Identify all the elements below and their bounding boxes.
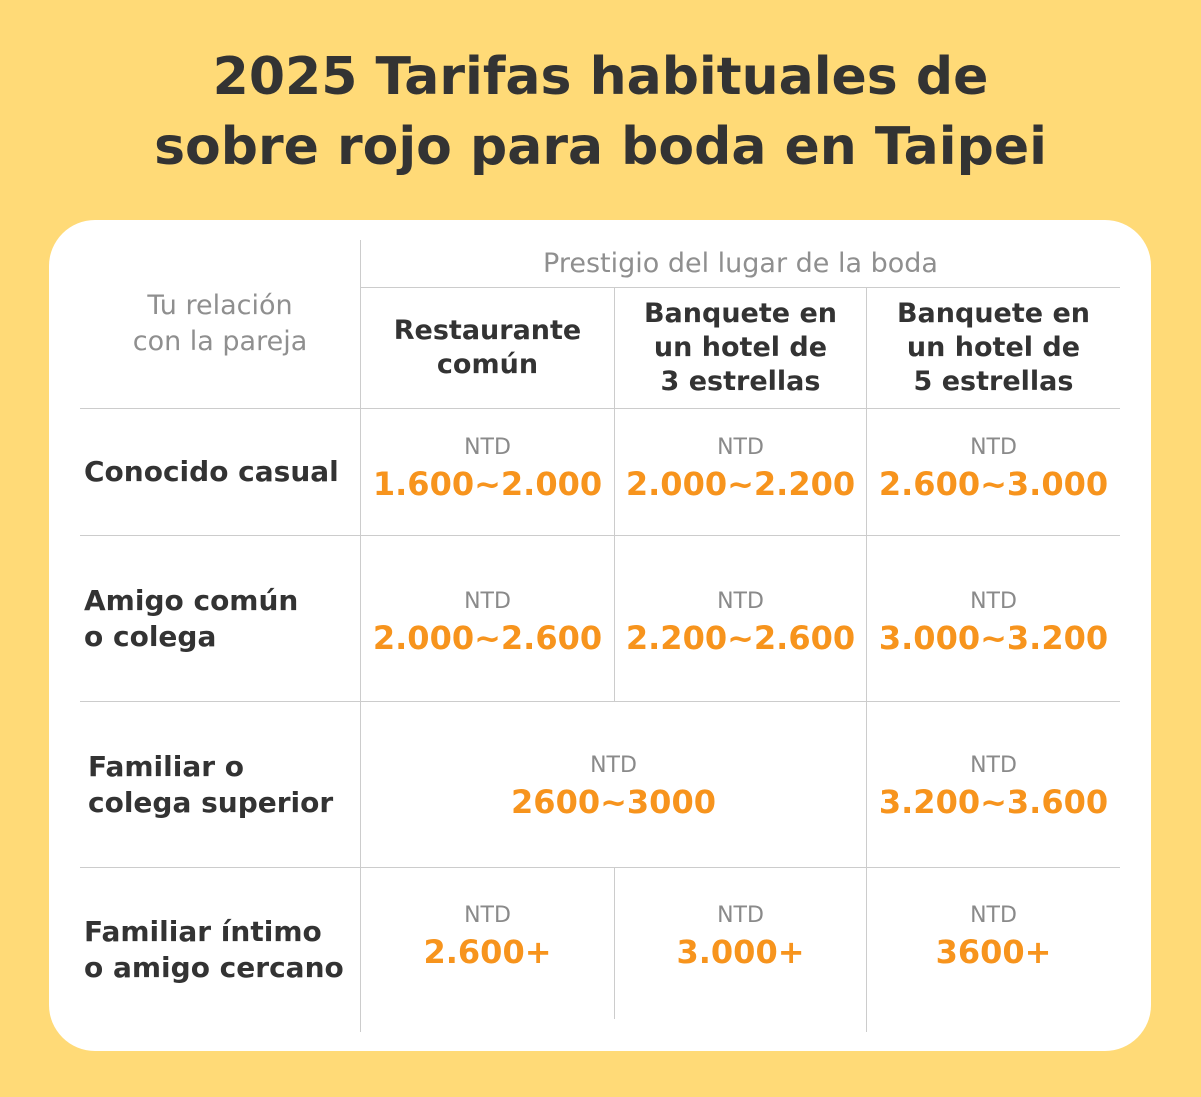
currency-label: NTD [970, 589, 1017, 614]
rate-value: 2.600+ [423, 933, 552, 971]
rate-value: 3.000~3.200 [878, 619, 1109, 657]
rate-cell: NTD 3.200~3.600 [867, 750, 1120, 828]
divider [360, 287, 1120, 288]
rate-value: 3600+ [935, 933, 1052, 971]
row-label-line: o colega [84, 619, 217, 653]
currency-label: NTD [970, 903, 1017, 928]
currency-label: NTD [590, 753, 637, 778]
divider [614, 288, 615, 701]
venue-header: Prestigio del lugar de la boda [543, 247, 938, 279]
row-label-relative-or-senior: Familiar o colega superior [88, 702, 360, 867]
column-header-line: 3 estrellas [660, 366, 821, 397]
row-label-line: Conocido casual [84, 455, 339, 488]
divider [614, 867, 615, 1019]
row-label-line: Familiar íntimo [84, 915, 322, 948]
rate-cell: NTD 2.200~2.600 [615, 586, 866, 664]
rate-table-card: Tu relación con la pareja Prestigio del … [49, 220, 1151, 1051]
rate-cell: NTD 2.000~2.600 [361, 586, 614, 664]
column-header-line: Banquete en [643, 298, 838, 329]
row-label-casual-acquaintance: Conocido casual [84, 409, 360, 535]
divider [80, 535, 1120, 536]
rate-value: 2.000~2.600 [372, 619, 603, 657]
currency-label: NTD [464, 903, 511, 928]
rate-cell: NTD 2.000~2.200 [615, 432, 866, 510]
column-header-line: un hotel de [653, 332, 828, 363]
rate-cell: NTD 3600+ [867, 900, 1120, 978]
divider [360, 240, 361, 1032]
relation-header-line-2: con la pareja [132, 326, 308, 357]
row-label-line: Amigo común [84, 583, 299, 617]
column-header-line: 5 estrellas [913, 366, 1074, 397]
currency-label: NTD [464, 589, 511, 614]
column-header-restaurant: Restaurante común [361, 288, 614, 408]
divider [80, 408, 1120, 409]
currency-label: NTD [717, 589, 764, 614]
currency-label: NTD [970, 753, 1017, 778]
currency-label: NTD [717, 903, 764, 928]
column-header-5-star-hotel: Banquete en un hotel de 5 estrellas [867, 288, 1120, 408]
row-label-line: Familiar o [88, 749, 245, 783]
row-label-line: o amigo cercano [84, 951, 344, 984]
row-label-common-friend: Amigo común o colega [84, 536, 360, 701]
relation-header: Tu relación con la pareja [80, 240, 360, 408]
rate-value: 1.600~2.000 [372, 465, 603, 503]
divider [80, 701, 1120, 702]
column-header-line: común [436, 349, 539, 380]
rate-value: 2.000~2.200 [625, 465, 856, 503]
rate-value: 2.200~2.600 [625, 619, 856, 657]
rate-cell: NTD 2.600+ [361, 900, 614, 978]
column-header-line: un hotel de [906, 332, 1081, 363]
currency-label: NTD [970, 435, 1017, 460]
column-header-line: Banquete en [896, 298, 1091, 329]
currency-label: NTD [464, 435, 511, 460]
rate-value: 2.600~3.000 [878, 465, 1109, 503]
relation-header-line-1: Tu relación [147, 290, 293, 321]
divider [80, 867, 1120, 868]
rate-cell: NTD 2.600~3.000 [867, 432, 1120, 510]
rate-cell: NTD 3.000~3.200 [867, 586, 1120, 664]
rate-value: 2600~3000 [511, 783, 716, 821]
currency-label: NTD [717, 435, 764, 460]
row-label-close-friend: Familiar íntimo o amigo cercano [84, 868, 360, 1032]
rate-cell: NTD 1.600~2.000 [361, 432, 614, 510]
column-header-3-star-hotel: Banquete en un hotel de 3 estrellas [615, 288, 866, 408]
column-header-line: Restaurante [393, 315, 582, 346]
divider [866, 288, 867, 1032]
rate-value: 3.200~3.600 [878, 783, 1109, 821]
rate-value: 3.000+ [676, 933, 805, 971]
title-line-2: sobre rojo para boda en Taipei [154, 117, 1047, 177]
rate-cell-merged: NTD 2600~3000 [361, 750, 866, 828]
page-title: 2025 Tarifas habituales de sobre rojo pa… [0, 42, 1201, 182]
row-label-line: colega superior [88, 785, 334, 819]
title-line-1: 2025 Tarifas habituales de [212, 47, 989, 107]
rate-cell: NTD 3.000+ [615, 900, 866, 978]
